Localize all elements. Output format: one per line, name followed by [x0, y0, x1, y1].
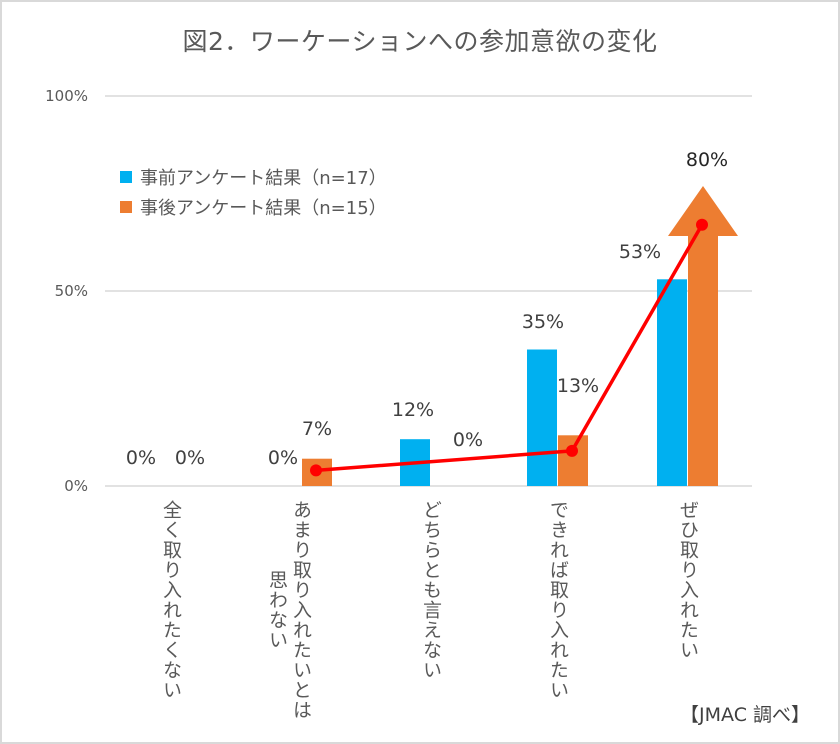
y-tick-label: 50% [55, 282, 88, 300]
category-label-2: どちらとも言えない [420, 500, 442, 680]
category-label-1-line2: 思わない [266, 570, 288, 650]
trend-point-0 [310, 464, 322, 477]
data-label-0-2: 12% [392, 399, 434, 421]
chart-title: 図2．ワーケーションへの参加意欲の変化 [182, 27, 658, 56]
data-label-0-0: 0% [126, 447, 156, 469]
category-label-3: できれば取り入れたい [547, 500, 569, 700]
legend-item-before: 事前アンケート結果（n=17） [120, 162, 387, 192]
data-label-1-0: 0% [175, 447, 205, 469]
y-tick-label: 0% [64, 477, 88, 495]
bar-1-3 [558, 435, 588, 486]
legend: 事前アンケート結果（n=17） 事後アンケート結果（n=15） [120, 162, 387, 222]
trend-point-1 [566, 444, 578, 457]
data-label-1-2: 0% [453, 429, 483, 451]
trend-point-2 [696, 218, 708, 231]
bar-0-4 [657, 279, 687, 486]
legend-swatch-before [120, 171, 132, 183]
data-label-1-1: 7% [302, 418, 332, 440]
y-tick-label: 100% [45, 87, 88, 105]
legend-label-before: 事前アンケート結果（n=17） [140, 168, 387, 189]
data-label-0-3: 35% [522, 311, 564, 333]
data-label-1-3: 13% [557, 375, 599, 397]
data-label-0-1: 0% [268, 447, 298, 469]
legend-item-after: 事後アンケート結果（n=15） [120, 192, 387, 222]
data-label-1-4: 80% [686, 149, 728, 171]
data-label-0-4: 53% [619, 241, 661, 263]
legend-label-after: 事後アンケート結果（n=15） [140, 198, 387, 219]
bar-arrow-1-4 [668, 186, 738, 486]
legend-swatch-after [120, 201, 132, 213]
category-label-0: 全く取り入れたくない [160, 500, 182, 700]
category-label-4: ぜひ取り入れたい [677, 500, 699, 660]
source-note: 【JMAC 調べ】 [680, 704, 810, 726]
category-label-1: あまり取り入れたいとは [290, 500, 312, 720]
bar-0-3 [527, 349, 557, 486]
